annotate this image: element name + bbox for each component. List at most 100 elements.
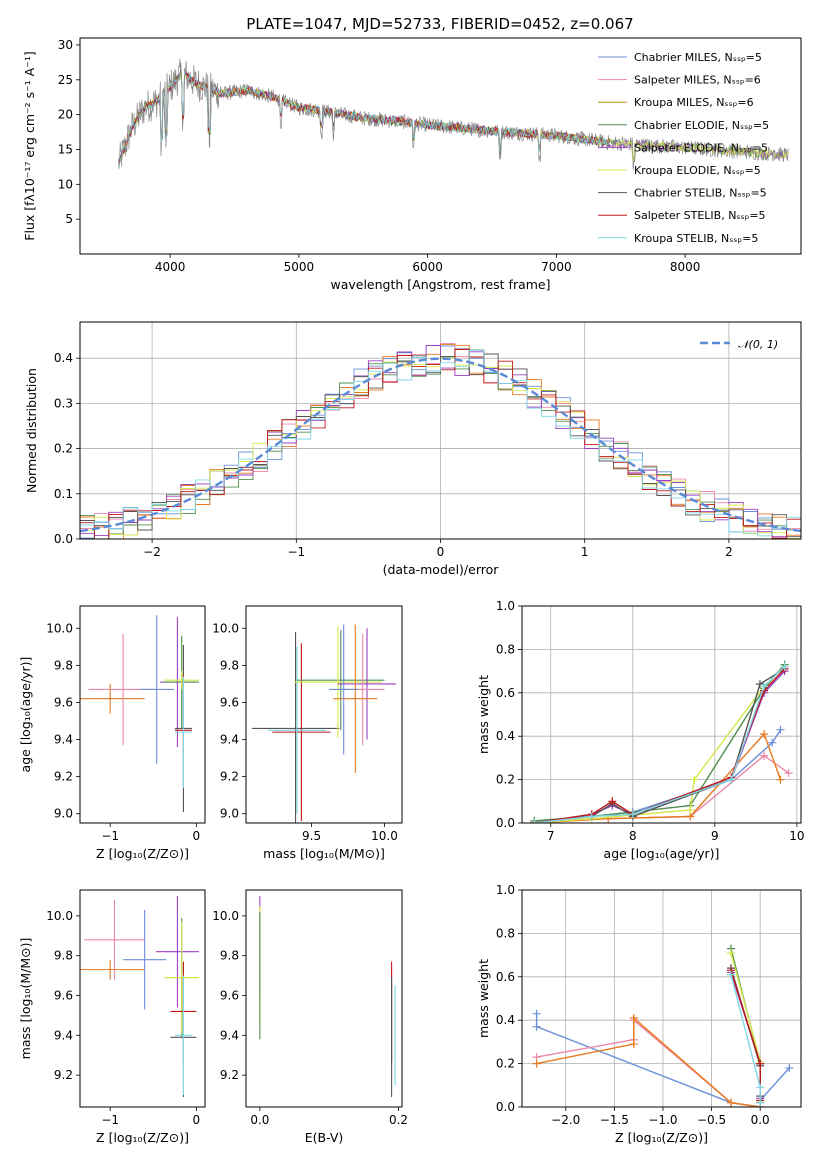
y-tick-label: 9.8 — [54, 658, 73, 672]
y-tick-label: 30 — [58, 38, 73, 52]
legend-entry: 𝒩(0, 1) — [738, 338, 778, 351]
histogram-8 — [80, 349, 801, 537]
weight-marker — [776, 775, 785, 784]
weight-marker — [628, 810, 637, 819]
y-tick-label: 0.3 — [54, 396, 73, 410]
plot-frame — [245, 605, 403, 824]
x-tick-label: 0.2 — [389, 1113, 408, 1127]
y-tick-label: 0.8 — [496, 926, 515, 940]
weight-line-4 — [730, 952, 761, 1101]
spectrum-lines — [118, 58, 789, 170]
weight-line-3 — [534, 664, 786, 822]
y-tick-label: 9.8 — [220, 949, 239, 963]
age-vs-mass-panel: 9.5 10.0 9.0 9.2 9.4 9.6 9.8 10.0 mass [log₁₀(M/… — [212, 605, 403, 861]
weight-series — [530, 660, 793, 823]
plot-frame — [245, 889, 403, 1108]
mass-vs-ebv-panel: 0.0 0.2 9.2 9.4 9.6 9.8 10.0 E(B-V) — [212, 889, 408, 1145]
y-tick-label: 5 — [65, 212, 73, 226]
weight-marker — [587, 812, 596, 821]
y-axis-label: mass [log₁₀(M/M⊙)] — [18, 938, 33, 1060]
error-bars — [251, 624, 397, 823]
x-axis-label: Z [log₁₀(Z/Z⊙)] — [615, 1130, 708, 1145]
x-axis-label: Z [log₁₀(Z/Z⊙)] — [96, 846, 189, 861]
legend-entry: Salpeter MILES, Nₛₛₚ=6 — [634, 74, 761, 87]
x-tick-label: 10.0 — [371, 829, 398, 843]
error-bars — [259, 895, 396, 1098]
weight-marker — [532, 1009, 541, 1018]
mass-vs-metallicity-panel: −1 0 9.2 9.4 9.6 9.8 10.0 Z [log₁₀(Z/Z⊙)] mass [… — [18, 889, 206, 1145]
x-tick-label: 0.0 — [250, 1113, 269, 1127]
y-axis-label: Flux [fλ10⁻¹⁷ erg cm⁻² s⁻¹ A⁻¹] — [22, 51, 37, 240]
histograms — [80, 343, 801, 539]
y-tick-label: 0.8 — [496, 642, 515, 656]
weight-marker — [690, 775, 699, 784]
x-tick-label: −1.5 — [600, 1113, 629, 1127]
weight-marker — [760, 682, 769, 691]
y-axis-label: mass weight — [476, 675, 491, 754]
weight-marker — [785, 1063, 794, 1072]
y-tick-label: 9.8 — [54, 949, 73, 963]
x-tick-label: 9.5 — [302, 829, 321, 843]
weight-marker — [756, 1098, 765, 1107]
weight-marker — [629, 1040, 638, 1049]
weight-marker — [727, 775, 736, 784]
spectrum-panel: 4000 5000 6000 7000 8000 5 10 15 20 25 30 wavelengt… — [22, 37, 802, 292]
plot-frame — [79, 889, 206, 1108]
y-tick-label: 9.4 — [54, 1028, 73, 1042]
y-axis-label: mass weight — [476, 959, 491, 1038]
mass-weight-vs-age-panel: 7 8 9 10 0.0 0.2 0.4 0.6 0.8 1.0 age [log₁₀(age/yr… — [476, 599, 805, 861]
weight-line-1 — [534, 754, 790, 822]
legend-entry: Chabrier MILES, Nₛₛₚ=5 — [634, 51, 762, 64]
x-tick-label: −1 — [101, 1113, 119, 1127]
error-bars — [80, 895, 199, 1098]
weight-marker — [760, 730, 769, 739]
y-tick-label: 0.4 — [496, 729, 515, 743]
y-axis-label: Normed distribution — [24, 368, 39, 493]
y-tick-label: 9.6 — [220, 989, 239, 1003]
mass-weight-vs-metallicity-panel: −2.0 −1.5 −1.0 −0.5 0.0 0.0 0.2 0.4 0.6 0.8 1.0 Z [… — [476, 883, 802, 1145]
x-axis-label: age [log₁₀(age/yr)] — [604, 846, 720, 861]
x-axis-label: Z [log₁₀(Z/Z⊙)] — [96, 1130, 189, 1145]
y-tick-label: 9.4 — [220, 1028, 239, 1042]
plot-frame — [79, 605, 206, 824]
x-tick-label: 0 — [437, 545, 445, 559]
x-tick-label: 7000 — [541, 260, 572, 274]
y-tick-label: 9.4 — [220, 733, 239, 747]
x-tick-label: 9 — [711, 829, 719, 843]
y-tick-label: 9.6 — [220, 695, 239, 709]
y-tick-label: 10.0 — [46, 909, 73, 923]
weight-marker — [532, 1059, 541, 1068]
y-tick-label: 10.0 — [212, 909, 239, 923]
weight-marker — [780, 662, 789, 671]
y-tick-label: 9.2 — [220, 770, 239, 784]
x-tick-label: 8 — [629, 829, 637, 843]
x-tick-label: 1 — [581, 545, 589, 559]
legend-entry: Salpeter ELODIE, Nₛₛₚ=5 — [634, 141, 768, 154]
weight-line-7 — [534, 668, 786, 823]
y-tick-label: 0.0 — [54, 532, 73, 546]
legend-entry: Chabrier STELIB, Nₛₛₚ=5 — [634, 187, 767, 200]
y-tick-label: 9.2 — [220, 1068, 239, 1082]
weight-marker — [530, 819, 539, 823]
x-axis-label: (data-model)/error — [383, 562, 500, 577]
y-tick-label: 0.1 — [54, 487, 73, 501]
x-tick-label: 5000 — [284, 260, 315, 274]
y-tick-label: 1.0 — [496, 883, 515, 897]
weight-marker — [756, 1083, 765, 1092]
x-tick-label: 10 — [789, 829, 804, 843]
x-tick-label: −1 — [101, 829, 119, 843]
y-tick-label: 9.6 — [54, 695, 73, 709]
y-axis-label: age [log₁₀(age/yr)] — [18, 657, 33, 773]
x-tick-label: 7 — [547, 829, 555, 843]
y-tick-label: 0.0 — [496, 1100, 515, 1114]
x-axis-label: wavelength [Angstrom, rest frame] — [330, 277, 550, 292]
weight-marker — [760, 751, 769, 760]
weight-line-2 — [536, 1016, 761, 1107]
weight-marker — [784, 769, 793, 778]
x-tick-label: 0.0 — [751, 1113, 770, 1127]
x-tick-label: −2.0 — [551, 1113, 580, 1127]
weight-series — [532, 944, 794, 1107]
y-tick-label: 9.6 — [54, 989, 73, 1003]
y-tick-label: 0.0 — [496, 816, 515, 830]
y-tick-label: 0.6 — [496, 970, 515, 984]
